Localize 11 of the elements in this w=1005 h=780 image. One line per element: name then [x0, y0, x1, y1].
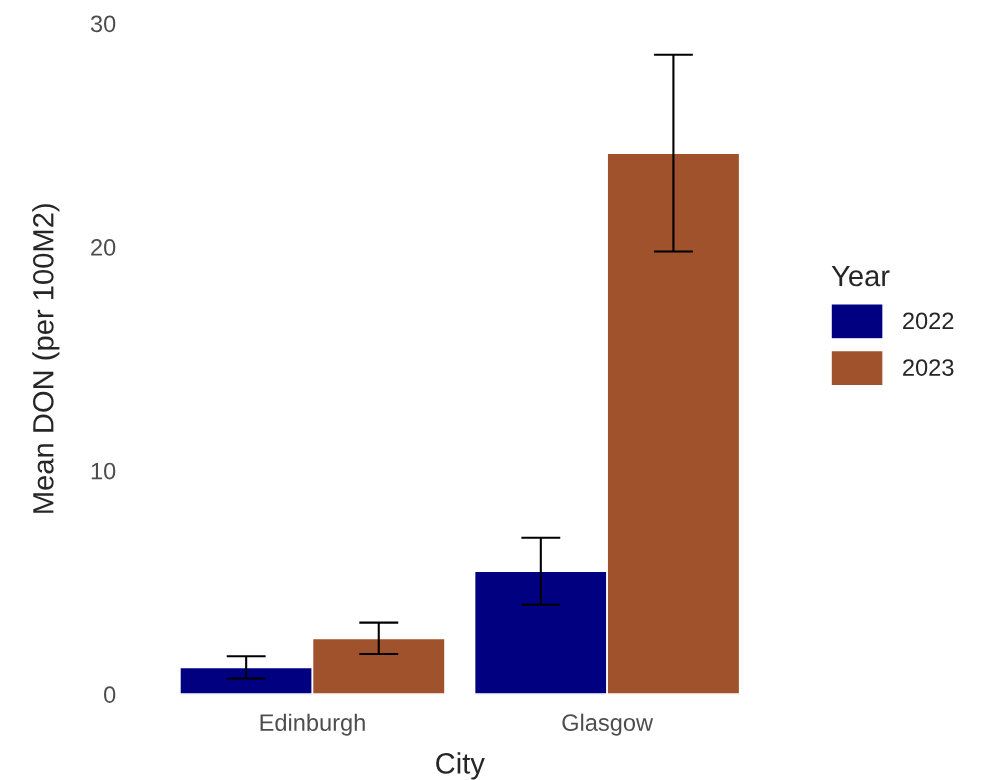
x-tick-label: Glasgow [562, 713, 654, 736]
legend-label: 2023 [903, 359, 954, 376]
y-axis-title: Mean DON (per 100M2) [32, 204, 60, 513]
y-tick-label: 30 [90, 15, 116, 33]
legend-label: 2022 [903, 312, 954, 330]
x-tick-label: Edinburgh [260, 713, 365, 736]
y-tick-label: 0 [104, 686, 116, 703]
y-tick-label: 10 [91, 462, 116, 480]
x-axis-title: City [436, 752, 485, 780]
legend-title: Year [831, 265, 890, 287]
y-tick-label: 20 [91, 239, 116, 256]
